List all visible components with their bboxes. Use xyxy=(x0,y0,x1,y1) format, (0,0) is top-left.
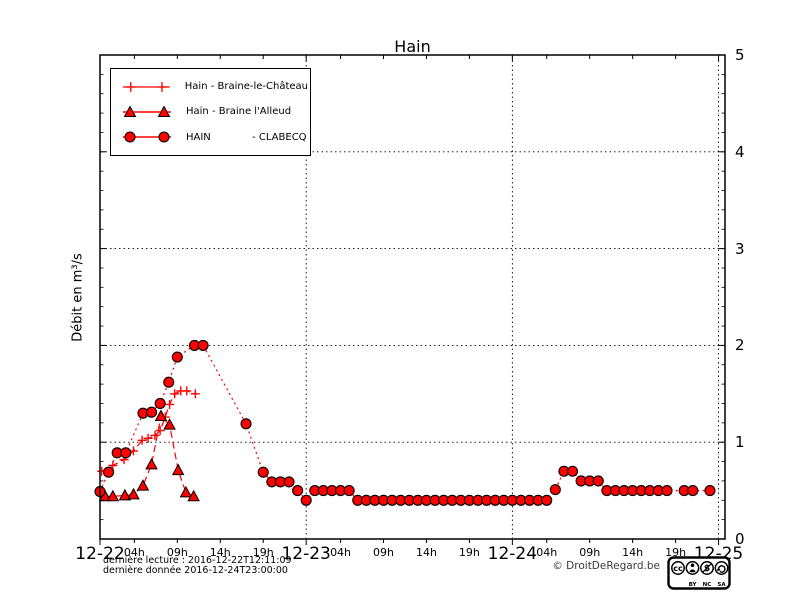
last-data-text: dernière donnée 2016-12-24T23:00:00 xyxy=(103,565,288,576)
y-tick-label: 5 xyxy=(735,46,745,64)
x-tick-label-hour: 19h xyxy=(665,546,687,559)
y-tick-label: 2 xyxy=(735,336,745,355)
x-tick-label-hour: 09h xyxy=(373,546,394,559)
x-tick-label-hour: 04h xyxy=(536,546,558,559)
series-markers xyxy=(98,409,200,502)
plus-marker xyxy=(165,399,175,409)
y-tick-label: 3 xyxy=(735,239,745,258)
y-tick-label: 4 xyxy=(735,142,745,161)
triangle-marker xyxy=(171,463,185,476)
circle-marker xyxy=(257,466,269,478)
svg-text:cc: cc xyxy=(673,564,683,573)
plus-marker xyxy=(155,426,165,436)
legend-item-braine-l-alleud: Hain - Braine l'Alleud xyxy=(121,104,308,120)
triangle-marker xyxy=(179,485,193,498)
legend-label: Hain - Braine l'Alleud xyxy=(186,106,292,118)
circle-marker xyxy=(240,418,252,430)
plot-frame xyxy=(99,54,726,540)
circle-marker xyxy=(343,485,355,497)
circle-marker-icon xyxy=(123,131,171,143)
circle-marker xyxy=(197,339,209,351)
nc-icon: $ xyxy=(700,561,714,575)
series-line xyxy=(101,390,196,472)
circle-marker xyxy=(592,475,604,487)
circle-marker xyxy=(704,485,716,497)
triangle-marker xyxy=(154,409,168,421)
nc-label: NC xyxy=(703,582,712,588)
y-tick-label: 1 xyxy=(735,433,745,452)
x-tick-label-hour: 09h xyxy=(579,546,601,559)
plus-marker xyxy=(108,460,118,470)
x-tick-label-day: 12-24 xyxy=(487,544,538,564)
x-tick-label-hour: 04h xyxy=(330,546,352,559)
circle-marker xyxy=(171,351,183,363)
circle-marker xyxy=(549,484,561,496)
last-reading-text: dernière lecture : 2016-12-22T12:11:09 xyxy=(103,555,292,566)
by-label: BY xyxy=(689,582,698,588)
footer-info: dernière lecture : 2016-12-22T12:11:09 d… xyxy=(103,556,292,576)
triangle-marker xyxy=(118,488,132,501)
series-line xyxy=(105,414,194,497)
plus-marker xyxy=(170,389,180,399)
svg-text:$: $ xyxy=(704,564,710,574)
series-circle xyxy=(94,339,716,506)
sa-label: SA xyxy=(717,582,726,588)
circle-marker xyxy=(566,465,579,477)
triangle-marker xyxy=(106,489,120,502)
triangle-marker xyxy=(127,487,140,500)
x-tick-label-day: 12-23 xyxy=(281,544,331,564)
plus-marker xyxy=(182,386,192,396)
x-tick-label-hour: 14h xyxy=(415,546,437,559)
chart-title: Hain xyxy=(394,37,431,56)
circle-marker xyxy=(292,485,304,497)
plus-marker xyxy=(150,430,160,440)
cc-license-badge: cc $ BY NC SA xyxy=(667,556,731,590)
x-tick-label-hour: 09h xyxy=(166,546,188,559)
circle-marker xyxy=(687,485,699,497)
plus-marker xyxy=(137,435,147,445)
by-icon xyxy=(685,561,700,575)
circle-marker xyxy=(154,397,166,410)
y-axis-label: Débit en m³/s xyxy=(70,253,86,342)
cc-icon: cc xyxy=(671,561,685,575)
x-tick-label-hour: 14h xyxy=(622,546,644,559)
series-triangle xyxy=(98,409,200,502)
circle-marker xyxy=(283,476,295,488)
legend-item-braine-le-chateau: Hain - Braine-le-Château xyxy=(121,79,308,95)
circle-marker xyxy=(120,447,132,459)
series-plus xyxy=(97,386,200,476)
x-tick-label-hour: 14h xyxy=(209,546,231,559)
triangle-marker xyxy=(187,489,200,502)
x-tick-label-day: 12-22 xyxy=(75,544,125,564)
x-tick-label-hour: 19h xyxy=(252,546,274,559)
x-tick-label-hour: 04h xyxy=(123,546,145,559)
triangle-marker-icon xyxy=(123,105,171,117)
circle-marker xyxy=(541,494,553,506)
copyright-text: © DroitDeRegard.be xyxy=(552,560,660,572)
triangle-marker xyxy=(145,457,158,470)
circle-marker xyxy=(163,376,175,388)
plus-marker xyxy=(190,389,200,399)
triangle-marker xyxy=(163,418,176,430)
circle-marker xyxy=(300,494,312,506)
axis-ticks xyxy=(99,54,725,545)
legend-label: Hain - Braine-le-Château xyxy=(184,81,308,93)
legend: Hain - Braine-le-Château Hain - Braine l… xyxy=(110,68,311,156)
sa-icon xyxy=(714,561,729,575)
y-tick-label: 0 xyxy=(735,530,745,548)
legend-label: HAIN - CLABECQ xyxy=(186,131,307,143)
circle-marker xyxy=(661,485,673,497)
series-markers xyxy=(97,386,200,476)
series-markers xyxy=(94,339,716,506)
series-line xyxy=(99,344,710,502)
plus-marker-icon xyxy=(122,81,170,92)
circle-marker xyxy=(145,406,158,418)
legend-item-clabecq: HAIN - CLABECQ xyxy=(121,129,308,145)
circle-marker xyxy=(103,466,115,478)
x-tick-label-hour: 19h xyxy=(458,546,480,559)
triangle-marker xyxy=(136,479,150,491)
plus-marker xyxy=(143,433,153,443)
